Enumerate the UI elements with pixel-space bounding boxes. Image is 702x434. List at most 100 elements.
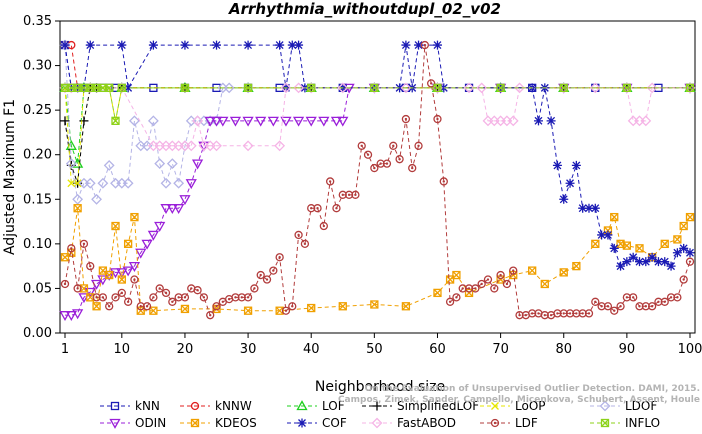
data-point-ldf [212,302,221,311]
data-point-odin [280,116,292,127]
data-point-ldf [584,309,594,318]
series-line-ldof [64,45,690,202]
marker-dot [107,305,111,308]
marker-shape [599,400,611,412]
data-point-ldf [262,275,272,284]
data-point-ldf [666,293,676,302]
data-point-kdeos [123,239,133,249]
data-point-ldf [496,270,505,280]
series-odin [59,83,696,321]
data-point-ldf [565,309,575,318]
marker-cross [244,306,253,315]
marker-dot [448,300,452,303]
legend-marker [371,417,383,429]
marker-shape [193,286,202,295]
marker-dot [587,312,591,315]
marker-dot [177,296,180,299]
marker-dot [152,296,155,299]
marker-shape [229,116,242,127]
data-point-kdeos [73,204,82,213]
data-point-fastabod [192,115,203,127]
data-point-ldf [401,114,411,124]
marker-shape [609,243,619,253]
marker-shape [92,83,101,93]
data-point-odin [65,311,77,321]
marker-shape [590,203,600,213]
marker-shape [161,288,171,298]
data-point-cof [666,261,676,271]
data-point-fastabod [589,82,601,94]
marker-shape [565,178,575,188]
y-axis-label: Adjusted Maximum F1 [2,99,18,255]
data-point-ldf [685,257,695,266]
marker-dot [663,300,666,303]
marker-shape [685,248,695,258]
data-point-ldf [199,293,209,302]
marker-shape [79,116,89,126]
data-point-kdeos [591,239,600,249]
marker-shape [372,401,382,411]
marker-shape [540,311,549,320]
data-point-ldf [117,288,126,298]
marker-shape [98,293,108,302]
marker-shape [357,141,366,150]
marker-dot [505,282,509,286]
marker-shape [370,163,379,173]
marker-shape [280,116,292,127]
data-point-ldof [223,82,235,94]
data-point-cof [584,203,594,213]
marker-dot [379,162,382,165]
data-point-ldf [294,230,303,240]
marker-shape [597,302,606,311]
data-point-ldf [363,150,373,159]
data-point-cof [672,248,682,258]
marker-shape [281,306,291,315]
data-point-odin [292,116,305,127]
y-tick-label: 0.00 [23,326,52,341]
marker-shape [559,194,569,204]
x-tick-label: 50 [366,342,383,357]
data-point-ldf [149,293,158,302]
data-point-cof [148,40,158,50]
marker-shape [86,293,95,302]
marker-shape [565,309,575,318]
data-point-ldf [168,297,177,306]
marker-shape [433,114,442,124]
marker-shape [502,279,512,289]
marker-shape [445,297,455,306]
marker-cross [496,83,505,92]
marker-shape [685,83,695,93]
marker-shape [597,230,607,240]
data-point-inflo [117,83,126,93]
legend-item-odin: ODIN [100,416,166,430]
data-point-ldf [622,293,632,302]
marker-cross [622,241,631,250]
legend-label: kNNW [215,399,252,413]
data-point-ldf [629,293,638,302]
data-point-odin [185,179,197,190]
marker-shape [496,83,505,93]
data-point-fastabod [463,82,475,94]
marker-shape [660,257,670,267]
marker-shape [190,401,200,411]
marker-shape [584,203,594,213]
marker-dot [322,224,326,228]
data-point-ldf [471,284,480,293]
marker-shape [679,221,688,231]
data-point-ldf [540,311,549,320]
data-point-ldf [338,190,347,199]
data-point-kdeos [572,261,581,271]
marker-shape [141,239,153,250]
data-point-ldf [578,309,587,318]
marker-shape [191,159,204,170]
data-point-ldf [509,266,518,275]
data-point-cof [533,116,543,126]
marker-shape [179,195,191,206]
marker-shape [185,140,197,152]
marker-shape [288,302,297,311]
data-point-ldf [502,279,512,289]
marker-dot [682,278,685,281]
marker-shape [91,193,102,205]
data-point-fastabod [185,140,197,152]
marker-dot [70,247,73,250]
